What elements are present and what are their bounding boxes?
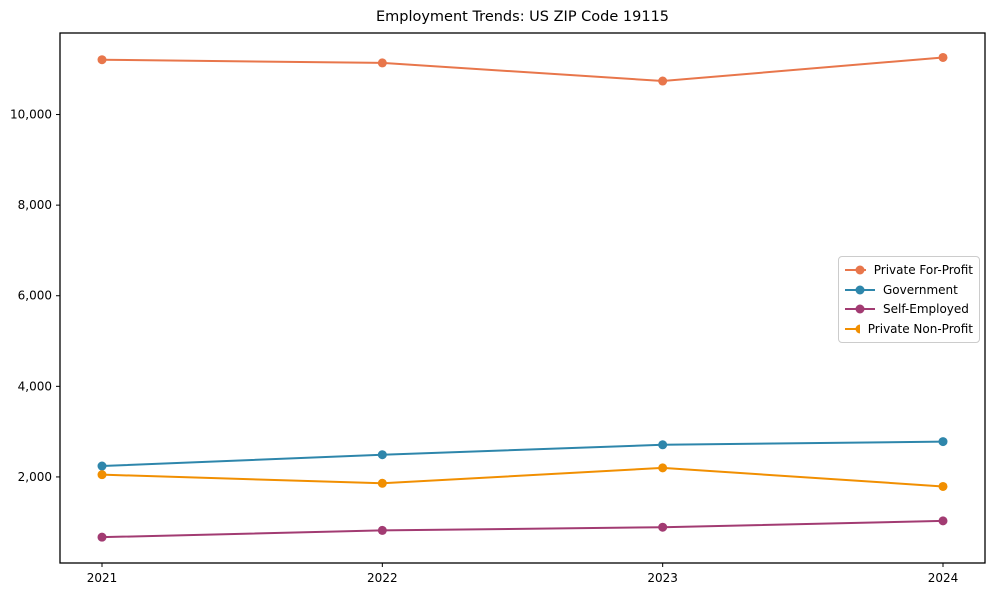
- legend-item: Private Non-Profit: [845, 320, 973, 338]
- y-tick-label: 6,000: [18, 289, 52, 303]
- x-tick-label: 2023: [647, 571, 678, 585]
- legend-marker-icon: [845, 324, 860, 334]
- x-tick-label: 2021: [87, 571, 118, 585]
- data-point-marker: [938, 437, 948, 447]
- data-point-marker: [658, 440, 668, 450]
- legend-marker-icon: [845, 265, 866, 275]
- data-point-marker: [377, 58, 387, 68]
- data-point-marker: [377, 525, 387, 535]
- data-point-marker: [658, 76, 668, 86]
- legend-label: Private For-Profit: [873, 262, 973, 277]
- data-point-marker: [938, 481, 948, 491]
- legend: Private For-Profit Government Self-Employe…: [838, 256, 980, 343]
- data-point-marker: [658, 522, 668, 532]
- data-point-marker: [97, 532, 107, 542]
- series-line: [101, 519, 944, 539]
- series-line: [101, 466, 944, 488]
- legend-label: Private Non-Profit: [867, 322, 973, 337]
- y-tick-label: 4,000: [18, 379, 52, 393]
- data-point-marker: [658, 463, 668, 473]
- data-point-marker: [97, 470, 107, 480]
- legend-item: Private For-Profit: [845, 261, 973, 279]
- chart-title: Employment Trends: US ZIP Code 19115: [375, 9, 670, 25]
- plot-spines: [59, 32, 986, 564]
- data-point-marker: [938, 52, 948, 62]
- series-line: [101, 56, 944, 83]
- data-point-marker: [938, 516, 948, 526]
- y-tick-label: 8,000: [18, 198, 52, 212]
- data-point-marker: [97, 55, 107, 65]
- series-line: [101, 440, 944, 468]
- x-tick-label: 2024: [928, 571, 959, 585]
- legend-item: Government: [845, 281, 973, 299]
- data-point-marker: [97, 461, 107, 471]
- x-tick-label: 2022: [367, 571, 398, 585]
- legend-label: Self-Employed: [883, 302, 969, 317]
- data-point-marker: [377, 478, 387, 488]
- legend-marker-icon: [845, 285, 875, 295]
- data-point-marker: [377, 450, 387, 460]
- legend-label: Government: [883, 282, 958, 297]
- legend-item: Self-Employed: [845, 300, 973, 318]
- legend-marker-icon: [845, 304, 875, 314]
- y-tick-label: 2,000: [18, 470, 52, 484]
- y-tick-label: 10,000: [10, 108, 52, 122]
